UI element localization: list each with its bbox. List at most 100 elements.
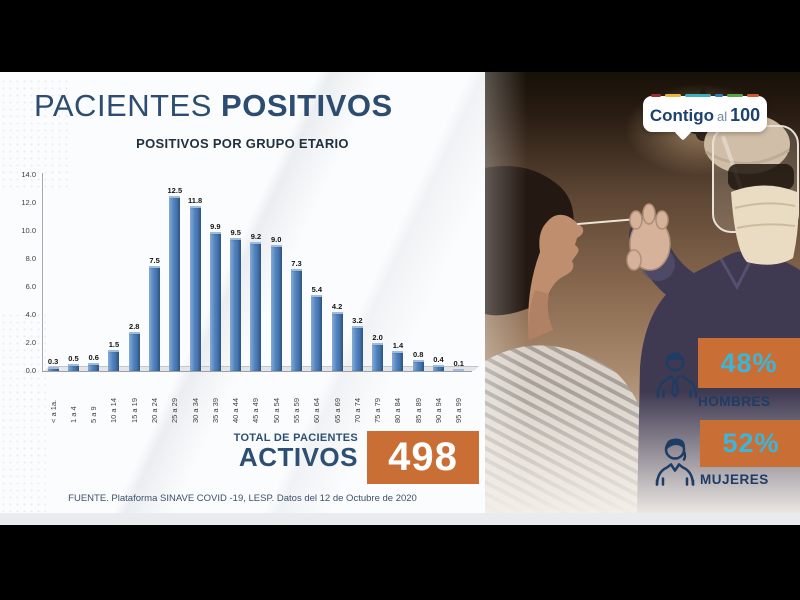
bar-value-label: 0.8 [412, 349, 424, 359]
y-tick-label: 0.0 [25, 366, 36, 375]
page-title: PACIENTES POSITIVOS [34, 88, 393, 124]
x-tick-label: 80 a 84 [393, 397, 403, 423]
bar-group: 0.4 90 a 94 [428, 175, 448, 425]
bar [311, 295, 323, 371]
x-label-wrap: 65 a 69 [333, 371, 342, 423]
bar-group: 9.9 35 a 39 [205, 175, 225, 425]
bar [331, 312, 343, 371]
y-tick-label: 2.0 [25, 338, 36, 347]
bar-group: 2.0 75 a 79 [368, 175, 388, 425]
women-percent-box: 52% [700, 420, 800, 467]
x-label-wrap: < a 1a. [49, 371, 58, 423]
bar-group: 9.2 45 a 49 [246, 175, 266, 425]
x-label-wrap: 10 a 14 [109, 371, 118, 423]
y-tick-label: 4.0 [25, 310, 36, 319]
bar-value-label: 9.0 [271, 235, 282, 244]
bar-chart: 0.0 2.0 4.0 6.0 8.0 10.0 12.0 14.0 0.3 < a 1a. 0.… [14, 167, 479, 427]
bar [453, 369, 465, 371]
x-tick-label: 25 a 29 [170, 397, 180, 423]
bar [88, 362, 100, 371]
bar [108, 350, 120, 371]
y-axis-ticks: 0.0 2.0 4.0 6.0 8.0 10.0 12.0 14.0 [14, 170, 38, 375]
bar-value-label: 5.4 [311, 285, 323, 295]
men-percent: 48% [720, 347, 778, 378]
x-tick-label: 45 a 49 [251, 397, 261, 423]
bar-group: 1.4 80 a 84 [388, 175, 408, 425]
bar [189, 205, 201, 371]
bar [372, 343, 384, 371]
x-label-wrap: 40 a 44 [231, 371, 240, 423]
bar-group: 2.8 15 a 19 [124, 175, 144, 425]
x-label-wrap: 95 a 99 [454, 371, 463, 423]
bar-stack: 2.0 [372, 175, 384, 371]
contigo-al-100-logo: Contigo al 100 [643, 94, 767, 141]
x-label-wrap: 70 a 74 [353, 371, 362, 423]
x-axis-line [42, 371, 472, 372]
bar [128, 331, 140, 371]
bar-stack: 7.3 [291, 175, 303, 371]
men-label: HOMBRES [698, 394, 771, 409]
bar-value-label: 1.5 [108, 340, 120, 349]
total-value: 498 [388, 435, 458, 479]
bar-stack: 0.5 [67, 175, 79, 371]
bar-value-label: 2.8 [129, 321, 140, 331]
bar [351, 326, 363, 371]
bottom-gray-strip [0, 513, 800, 525]
x-tick-label: 95 a 99 [454, 397, 464, 423]
bar [270, 245, 282, 371]
bar [169, 196, 181, 371]
y-tick-label: 14.0 [21, 170, 36, 179]
logo-dash [715, 94, 723, 97]
x-label-wrap: 30 a 34 [191, 371, 200, 423]
bar-group: 9.0 50 a 54 [266, 175, 286, 425]
x-tick-label: 35 a 39 [210, 397, 220, 423]
bar-stack: 11.8 [188, 175, 202, 371]
logo-word-al: al [717, 108, 728, 124]
total-value-box: 498 [367, 431, 479, 484]
total-label-main: ACTIVOS [238, 442, 358, 472]
x-label-wrap: 90 a 94 [434, 371, 443, 423]
bar-group: 3.2 70 a 74 [347, 175, 367, 425]
logo-dash [665, 94, 681, 97]
bar-group: 0.6 5 a 9 [84, 175, 104, 425]
bar-value-label: 1.4 [392, 341, 404, 351]
y-tick-label: 6.0 [25, 282, 36, 291]
bar [392, 351, 404, 371]
x-tick-label: 10 a 14 [109, 397, 119, 423]
x-label-wrap: 60 a 64 [312, 371, 321, 423]
bar [149, 266, 161, 371]
chart-panel: PACIENTES POSITIVOS POSITIVOS POR GRUPO … [0, 72, 485, 513]
bar-value-label: 2.0 [372, 333, 383, 342]
y-tick-label: 10.0 [21, 226, 36, 235]
bar-stack: 9.5 [230, 175, 242, 371]
bar [291, 268, 303, 371]
bar-value-label: 11.8 [188, 195, 203, 205]
bar-stack: 0.6 [88, 175, 100, 371]
x-tick-label: 55 a 59 [292, 397, 302, 423]
x-label-wrap: 20 a 24 [150, 371, 159, 423]
bar-group: 0.5 1 a 4 [63, 175, 83, 425]
bar-stack: 9.9 [209, 175, 221, 371]
x-tick-label: 5 a 9 [89, 406, 99, 423]
y-tick-label: 8.0 [25, 254, 36, 263]
chart-title: POSITIVOS POR GRUPO ETARIO [136, 136, 349, 151]
x-label-wrap: 1 a 4 [69, 371, 78, 423]
bar-group: 4.2 65 a 69 [327, 175, 347, 425]
bar [209, 232, 221, 371]
bar-group: 11.8 30 a 34 [185, 175, 205, 425]
page-title-bold: POSITIVOS [221, 88, 393, 123]
bar-stack: 2.8 [128, 175, 140, 371]
bar-stack: 0.8 [412, 175, 424, 371]
bar-stack: 1.5 [108, 175, 120, 371]
y-axis-line [42, 173, 43, 372]
x-tick-label: 40 a 44 [231, 397, 241, 423]
x-tick-label: < a 1a. [48, 399, 58, 423]
total-patients-label: TOTAL DE PACIENTES ACTIVOS [234, 432, 358, 471]
bar-stack: 5.4 [311, 175, 323, 371]
bar-value-label: 9.5 [230, 228, 241, 237]
bar-value-label: 7.5 [149, 256, 160, 265]
bar-value-label: 0.6 [88, 352, 99, 362]
women-label: MUJERES [700, 472, 769, 487]
x-label-wrap: 80 a 84 [393, 371, 402, 423]
